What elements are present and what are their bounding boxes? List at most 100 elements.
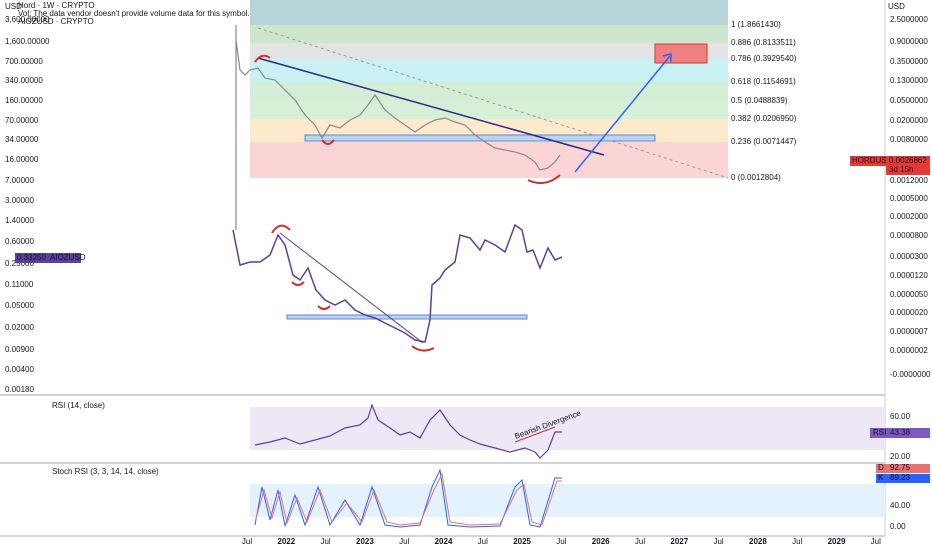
left-axis-label: 0.00900 [5,345,34,354]
left-axis-label: 3.00000 [5,196,34,205]
d-badge [876,464,930,473]
support-zone[interactable] [286,314,528,320]
rsi-tick: 20.00 [890,452,911,461]
left-axis-label: 0.25000 [5,259,34,268]
fib-label: 0.236 (0.0071447) [731,137,797,146]
rsi-badge [870,428,930,438]
badge-value: 92.75 [890,463,911,472]
fib-retracement[interactable] [250,0,728,178]
time-axis-label: Jul [713,537,723,546]
left-axis-label: 0.60000 [5,237,34,246]
left-axis-label: 340.00000 [5,76,43,85]
trend-line[interactable] [257,57,605,156]
compare-symbol: AIOZUSD · CRYPTO [18,17,94,26]
arc [271,224,291,234]
left-axis-label: 700.00000 [5,57,43,66]
right-axis-label: -0.0000000 [890,370,931,379]
arrow[interactable] [574,55,671,173]
pane-title: RSI (14, close) [52,401,105,410]
time-axis-label: 2023 [356,537,374,546]
fib-band [250,142,728,178]
right-axis-label: 0.0000300 [890,252,928,261]
left-axis-label: 160.00000 [5,96,43,105]
left-axis-label: 7.00000 [5,176,34,185]
left-axis-label: 3,600.00000 [5,15,50,24]
trend-line[interactable] [257,27,729,179]
arc [527,174,561,185]
arc [254,54,271,63]
left-axis-label: 70.00000 [5,116,39,125]
right-axis-label: 2.5000000 [890,15,928,24]
symbol-title: Hord · 1W · CRYPTO [18,1,95,10]
annotations [254,54,561,352]
currency: USD [5,2,22,11]
time-axis-label: Jul [635,537,645,546]
compare-badge [15,253,81,263]
right-axis-label: 0.0012000 [890,176,928,185]
time-axis-label: Jul [242,537,252,546]
time-axis-label: Jul [399,537,409,546]
left-axis-label: 1.40000 [5,216,34,225]
right-axis-label: 0.0000020 [890,308,928,317]
badge-label: K [878,473,884,482]
time-axis-label: Jul [478,537,488,546]
stoch-tick: 0.00 [890,522,906,531]
trend-line[interactable] [279,232,424,344]
fib-label: 0.886 (0.8133511) [731,38,796,47]
fib-band [250,59,728,82]
fib-band [250,82,728,101]
rsi-band [250,407,885,450]
fib-label: 1 (1.8661430) [731,20,781,29]
rsi-line [254,403,562,459]
right-axis-label: 0.3500000 [890,57,928,66]
time-axis-label: 2029 [828,537,846,546]
fib-label: 0.382 (0.0206950) [731,114,797,123]
right-axis-label: 0.0000002 [890,346,928,355]
right-axis-label: 0.1300000 [890,76,928,85]
badge-price: 0.0026862 [889,156,927,165]
fib-label: 0 (0.0012804) [731,173,781,182]
stoch-tick: 40.00 [890,501,911,510]
left-axis-label: 0.05000 [5,301,34,310]
divergence-line [514,426,556,443]
right-axis-label: 0.9000000 [890,37,928,46]
time-axis-label: 2027 [670,537,688,546]
left-axis-label: 16.00000 [5,155,39,164]
badge-countdown: 3d 15h [889,165,913,174]
badge-label: D [878,463,884,472]
hord-price [235,25,561,230]
price-badge [850,156,886,166]
fib-band [250,25,728,43]
arrow-head [662,53,672,62]
arc [317,305,331,310]
time-axis-label: 2026 [592,537,610,546]
arc [411,345,435,352]
fib-label: 0.618 (0.1154691) [731,77,796,86]
fib-label: 0.786 (0.3929540) [731,54,797,63]
right-axis-label: 0.0000120 [890,271,928,280]
right-axis-label: 0.0005000 [890,194,928,203]
right-axis-label: 0.0080000 [890,135,928,144]
fib-band [250,0,728,25]
currency: USD [888,2,905,11]
target-zone[interactable] [654,43,708,64]
volume-note: Vol: The data vendor doesn't provide vol… [18,9,250,18]
time-axis-label: Jul [792,537,802,546]
right-axis-label: 0.0500000 [890,96,928,105]
right-axis-label: 0.0000800 [890,231,928,240]
aioz-price [232,223,563,343]
left-axis-label: 0.02000 [5,323,34,332]
badge-symbol: AIOZUSD [50,253,86,262]
badge-value: 43.38 [890,428,911,437]
fib-band [250,101,728,119]
left-axis-label: 0.00180 [5,385,34,394]
stoch-d [254,472,562,526]
right-axis-label: 0.0000050 [890,290,928,299]
pane-title: Stoch RSI (3, 3, 14, 14, close) [52,467,159,476]
price-badge [886,156,930,175]
left-axis-label: 0.11000 [5,280,34,289]
badge-value: 89.23 [890,473,911,482]
right-axis-label: 0.0200000 [890,116,928,125]
